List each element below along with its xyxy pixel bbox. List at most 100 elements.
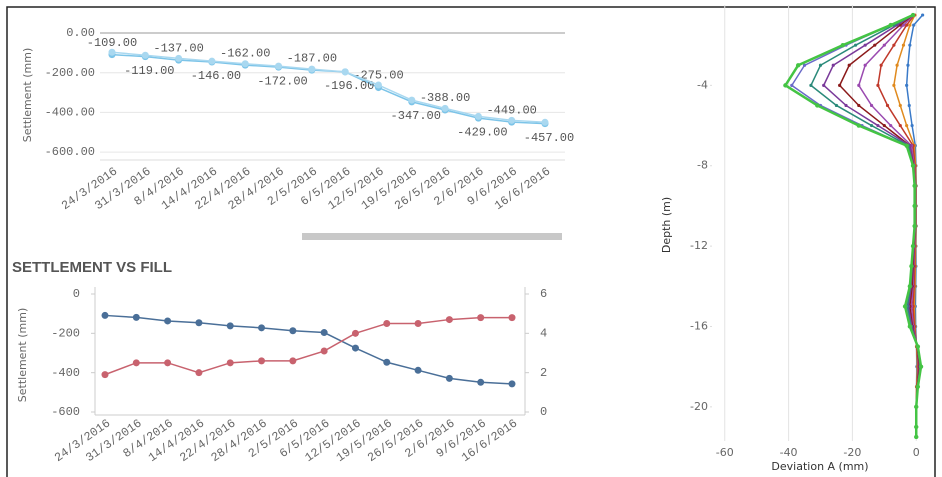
data-point bbox=[892, 83, 896, 87]
data-point bbox=[790, 83, 794, 87]
data-point bbox=[241, 60, 249, 68]
x-tick-label: 0 bbox=[913, 446, 920, 459]
data-point bbox=[882, 123, 886, 128]
profile-line bbox=[783, 13, 923, 437]
data-point bbox=[289, 327, 297, 335]
data-label: -449.00 bbox=[486, 103, 536, 117]
data-point bbox=[164, 317, 172, 325]
data-point bbox=[258, 324, 266, 332]
y-tick-label: -600 bbox=[51, 405, 80, 419]
data-point bbox=[414, 320, 422, 327]
data-point bbox=[132, 359, 140, 367]
data-label: -172.00 bbox=[257, 74, 307, 88]
data-point bbox=[795, 63, 801, 68]
data-point bbox=[863, 43, 867, 47]
data-point bbox=[441, 104, 449, 112]
data-point bbox=[905, 23, 909, 27]
data-point bbox=[275, 62, 283, 70]
y-axis-label: Settlement (mm) bbox=[21, 48, 34, 142]
data-point bbox=[901, 43, 906, 47]
data-point bbox=[906, 63, 910, 67]
y2-tick-label: 2 bbox=[540, 366, 547, 380]
data-point bbox=[912, 203, 917, 209]
data-point bbox=[908, 23, 912, 27]
data-point bbox=[885, 103, 890, 108]
data-point bbox=[108, 48, 116, 56]
x-axis-label: Deviation A (mm) bbox=[771, 460, 868, 473]
data-point bbox=[898, 123, 902, 128]
data-label: -275.00 bbox=[353, 69, 403, 83]
data-label: -347.00 bbox=[391, 109, 441, 123]
data-label: -162.00 bbox=[220, 46, 270, 60]
data-point bbox=[195, 369, 203, 377]
data-label: -388.00 bbox=[420, 91, 470, 105]
y-tick-label: -200 bbox=[51, 327, 80, 341]
series-line bbox=[104, 314, 513, 385]
profile-line bbox=[857, 14, 920, 437]
y2-tick-label: 0 bbox=[540, 405, 547, 419]
data-point bbox=[164, 359, 172, 367]
data-point bbox=[907, 324, 913, 329]
data-point bbox=[289, 357, 297, 365]
data-point bbox=[351, 329, 359, 337]
y-tick-label: 0 bbox=[73, 287, 80, 301]
data-point bbox=[847, 63, 851, 67]
series-line bbox=[104, 316, 512, 376]
data-point bbox=[175, 54, 183, 62]
data-label: -187.00 bbox=[287, 51, 337, 65]
data-point bbox=[910, 163, 916, 168]
data-point bbox=[869, 123, 874, 128]
y-axis-label: Settlement (mm) bbox=[16, 308, 29, 402]
data-point bbox=[912, 23, 916, 27]
data-point bbox=[902, 304, 908, 309]
data-point bbox=[876, 83, 880, 87]
data-point bbox=[873, 43, 877, 47]
data-point bbox=[869, 103, 874, 108]
data-point bbox=[856, 123, 861, 128]
y-tick-label: -600.00 bbox=[45, 145, 95, 159]
data-point bbox=[195, 319, 203, 327]
data-point bbox=[351, 344, 359, 352]
data-point bbox=[508, 380, 516, 388]
data-point bbox=[809, 83, 813, 87]
profile-line bbox=[790, 14, 922, 437]
data-point bbox=[541, 118, 549, 126]
data-point bbox=[132, 313, 140, 321]
data-label: -146.00 bbox=[191, 69, 241, 83]
data-point bbox=[854, 43, 858, 47]
data-point bbox=[901, 23, 906, 27]
data-point bbox=[840, 42, 846, 48]
data-point bbox=[910, 12, 916, 18]
data-point bbox=[408, 96, 416, 104]
data-point bbox=[374, 81, 382, 89]
data-point bbox=[802, 63, 807, 67]
data-label: -137.00 bbox=[153, 41, 203, 55]
data-point bbox=[208, 57, 216, 65]
chart-title: SETTLEMENT VS FILL bbox=[12, 259, 172, 276]
data-point bbox=[141, 51, 149, 59]
data-point bbox=[914, 434, 919, 440]
data-point bbox=[907, 103, 911, 108]
data-label: -109.00 bbox=[87, 36, 137, 50]
data-point bbox=[918, 364, 924, 369]
y-tick-label: -4 bbox=[697, 78, 708, 91]
data-point bbox=[815, 103, 820, 108]
scrollbar[interactable] bbox=[302, 233, 562, 240]
x-tick-label: -20 bbox=[843, 446, 861, 459]
y2-tick-label: 6 bbox=[540, 287, 547, 301]
y-tick-label: -12 bbox=[690, 239, 708, 252]
data-label: -196.00 bbox=[324, 79, 374, 93]
data-point bbox=[857, 83, 861, 87]
data-point bbox=[258, 357, 266, 365]
data-point bbox=[226, 359, 234, 367]
x-tick-label: -60 bbox=[716, 446, 734, 459]
data-point bbox=[477, 314, 485, 322]
data-point bbox=[226, 322, 234, 330]
data-point bbox=[341, 68, 349, 76]
data-point bbox=[888, 22, 893, 28]
data-point bbox=[882, 43, 886, 47]
data-point bbox=[921, 13, 925, 17]
y2-tick-label: 4 bbox=[540, 327, 547, 341]
x-tick-label: -40 bbox=[780, 446, 798, 459]
